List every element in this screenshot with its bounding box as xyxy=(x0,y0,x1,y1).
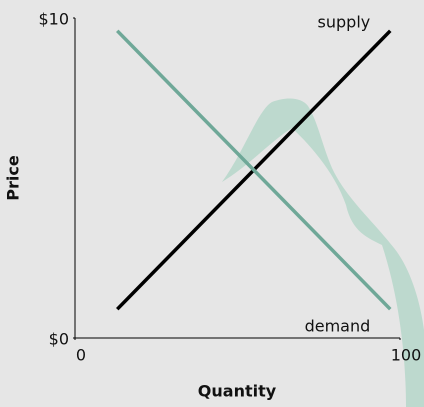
y-tick-label: $0 xyxy=(49,330,69,349)
chart: Quantity Price $0 $10 0 100 supply demand xyxy=(0,0,424,407)
x-tick-label: 0 xyxy=(76,346,86,365)
x-axis-title: Quantity xyxy=(198,382,277,401)
y-axis-title: Price xyxy=(4,155,23,201)
series-label: demand xyxy=(305,317,371,336)
series-label: supply xyxy=(318,12,371,31)
x-tick-label: 100 xyxy=(391,346,422,365)
y-tick-label: $10 xyxy=(38,10,69,29)
